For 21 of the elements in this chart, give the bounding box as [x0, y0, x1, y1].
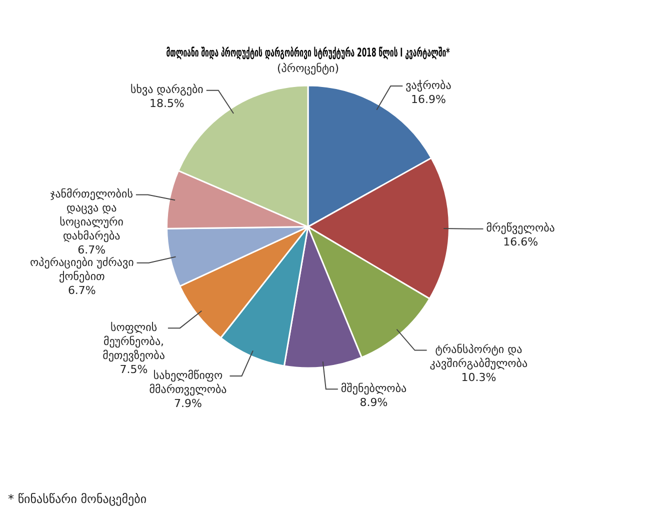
slice-label: ჯანმრთელობის დაცვა და სოციალური დახმარება [50, 188, 134, 243]
slice-label: მშენებლობა [340, 382, 408, 395]
chart-subtitle: (პროცენტი) [276, 62, 340, 75]
data-label: 8.9% [360, 396, 388, 409]
data-label: 16.9% [410, 92, 446, 106]
data-label: 7.9% [174, 396, 202, 410]
data-label: 6.7% [78, 244, 106, 257]
slice-label: მრეწველობა [486, 222, 556, 235]
data-label: 6.7% [68, 284, 96, 297]
slice-label: ვაჭრობა [406, 78, 452, 92]
slice-label: ტრანსპორტი და კავშირგაბმულობა [430, 343, 528, 370]
chart-title: მთლიანი შიდა პროდუქტის დარგობრივი სტრუქტურა 2018 წლის I კვარტალში* [166, 45, 450, 60]
slice-label: ოპერაციები უძრავი ქონებით [30, 256, 134, 283]
data-label: 10.3% [461, 371, 496, 384]
slice-label: სოფლის მეურნეობა, მეთევზეობა [102, 320, 166, 362]
slice-label: სხვა დარგები [130, 83, 204, 96]
data-label: 18.5% [149, 97, 184, 110]
data-label: 7.5% [120, 362, 148, 376]
slice-label: სახელმწიფო მმართველობა [149, 368, 228, 396]
data-label: 16.6% [503, 236, 538, 249]
text: * წინასწარი მონაცემები [8, 492, 147, 506]
